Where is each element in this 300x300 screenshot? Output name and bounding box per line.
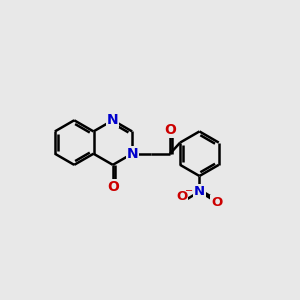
Text: N: N (194, 185, 205, 198)
Text: N: N (107, 113, 118, 127)
Text: O: O (107, 180, 119, 194)
Text: O: O (177, 190, 188, 203)
Text: O: O (211, 196, 222, 208)
Text: −: − (185, 186, 193, 196)
Text: O: O (164, 123, 176, 137)
Text: N: N (126, 147, 138, 161)
